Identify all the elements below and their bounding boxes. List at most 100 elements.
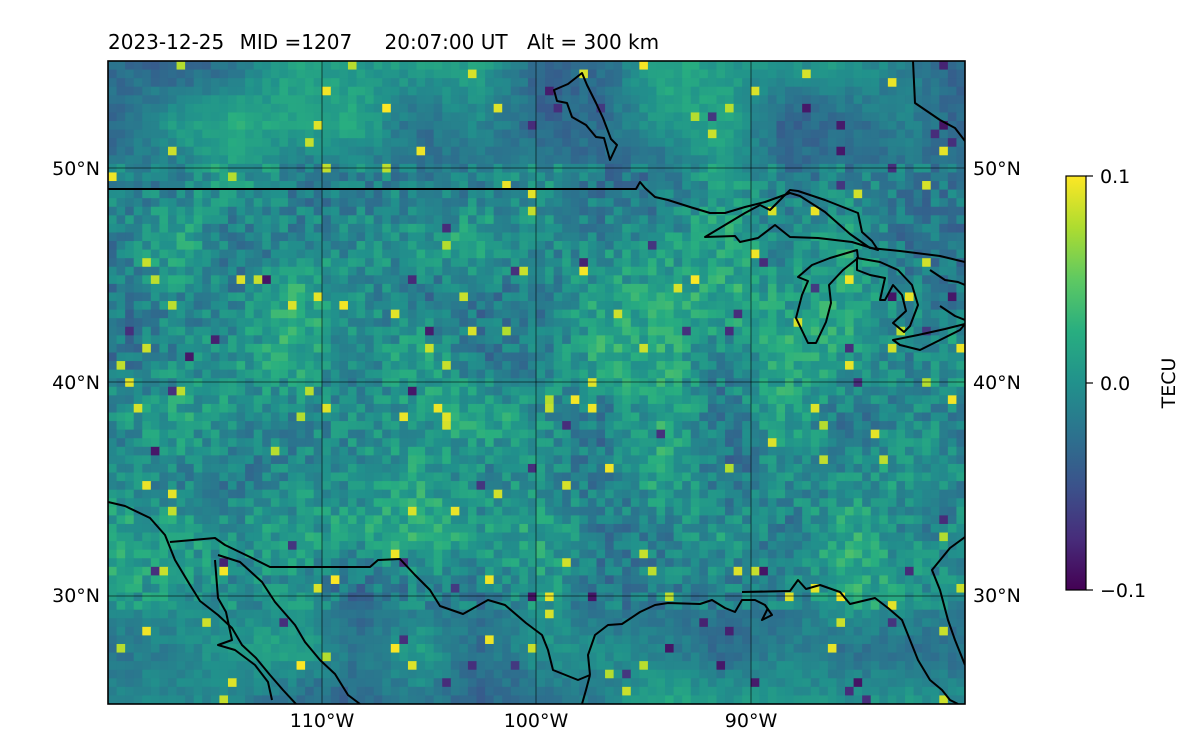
tec-cell [673, 172, 683, 182]
tec-cell [947, 455, 958, 465]
tec-cell [742, 172, 752, 182]
tec-cell [750, 292, 760, 302]
tec-cell [613, 163, 623, 174]
tec-cell [647, 438, 658, 448]
tec-cell [785, 121, 795, 131]
tec-cell [802, 266, 812, 276]
tec-cell [596, 309, 606, 319]
tec-cell [553, 61, 563, 71]
tec-cell [862, 155, 872, 165]
tec-cell [356, 172, 366, 182]
tec-cell [133, 69, 143, 79]
tec-cell [785, 138, 795, 148]
tec-cell [313, 378, 323, 388]
tec-cell [613, 69, 623, 79]
tec-cell [527, 69, 538, 79]
tec-cell [682, 429, 692, 439]
tec-cell [459, 369, 469, 379]
tec-cell [862, 301, 872, 311]
tec-cell [279, 309, 289, 319]
tec-cell [425, 241, 435, 251]
tec-cell [527, 301, 538, 311]
tec-cell [587, 335, 598, 345]
tec-cell [176, 403, 186, 414]
tec-cell [776, 326, 786, 336]
tec-cell [176, 412, 186, 422]
tec-cell [467, 343, 478, 354]
tec-cell [485, 103, 495, 114]
tec-cell [459, 86, 469, 96]
tec-cell [930, 189, 940, 199]
tec-cell [167, 403, 178, 414]
tec-cell [939, 121, 949, 131]
tec-cell [108, 241, 118, 251]
tec-cell [382, 395, 392, 405]
tec-cell [202, 206, 212, 216]
tec-cell [125, 206, 135, 216]
tec-cell [956, 283, 965, 294]
tec-cell [853, 129, 863, 139]
tec-cell [210, 181, 221, 191]
tec-cell [913, 78, 923, 88]
tec-cell [399, 163, 409, 174]
tec-cell [845, 283, 855, 294]
tec-cell [476, 438, 486, 448]
tec-cell [373, 146, 383, 156]
tec-cell [210, 481, 221, 491]
tec-cell [202, 232, 212, 242]
tec-cell [356, 206, 366, 216]
tec-cell [690, 292, 700, 302]
tec-cell [922, 446, 932, 456]
tec-cell [416, 335, 426, 345]
tec-cell [656, 232, 666, 242]
tec-cell [279, 318, 289, 328]
tec-cell [793, 95, 803, 105]
tec-cell [596, 472, 606, 482]
tec-cell [322, 395, 332, 405]
tec-cell [776, 301, 786, 311]
tec-cell [390, 275, 400, 285]
tec-cell [485, 292, 495, 302]
tec-cell [527, 318, 538, 328]
tec-cell [562, 103, 572, 114]
tec-cell [202, 335, 212, 345]
tec-cell [287, 249, 298, 259]
tec-cell [108, 481, 118, 491]
tec-cell [185, 95, 195, 105]
tec-cell [742, 138, 752, 148]
tec-cell [767, 463, 778, 474]
tec-cell [442, 129, 452, 139]
tec-cell [947, 181, 958, 191]
tec-cell [296, 275, 306, 285]
tec-cell [485, 78, 495, 88]
tec-cell [210, 206, 221, 216]
tec-cell [373, 395, 383, 405]
tec-cell [193, 241, 203, 251]
tec-cell [622, 215, 632, 225]
tec-cell [185, 112, 195, 122]
tec-cell [125, 378, 135, 388]
tec-cell [930, 438, 940, 448]
tec-cell [407, 249, 418, 259]
tec-cell [862, 146, 872, 156]
tec-cell [870, 181, 880, 191]
tec-cell [407, 266, 418, 276]
tec-cell [639, 129, 649, 139]
tec-cell [185, 172, 195, 182]
tec-cell [536, 146, 546, 156]
tec-cell [390, 189, 400, 199]
tec-cell [930, 86, 940, 96]
tec-cell [665, 241, 675, 251]
tec-cell [639, 61, 649, 71]
tec-cell [459, 258, 469, 268]
tec-cell [476, 369, 486, 379]
tec-cell [185, 78, 195, 88]
tec-cell [922, 266, 932, 276]
tec-cell [562, 172, 572, 182]
tec-cell [279, 463, 289, 474]
tec-cell [390, 335, 400, 345]
tec-cell [279, 275, 289, 285]
tec-cell [750, 455, 760, 465]
tec-cell [253, 412, 263, 422]
tec-cell [853, 352, 863, 362]
